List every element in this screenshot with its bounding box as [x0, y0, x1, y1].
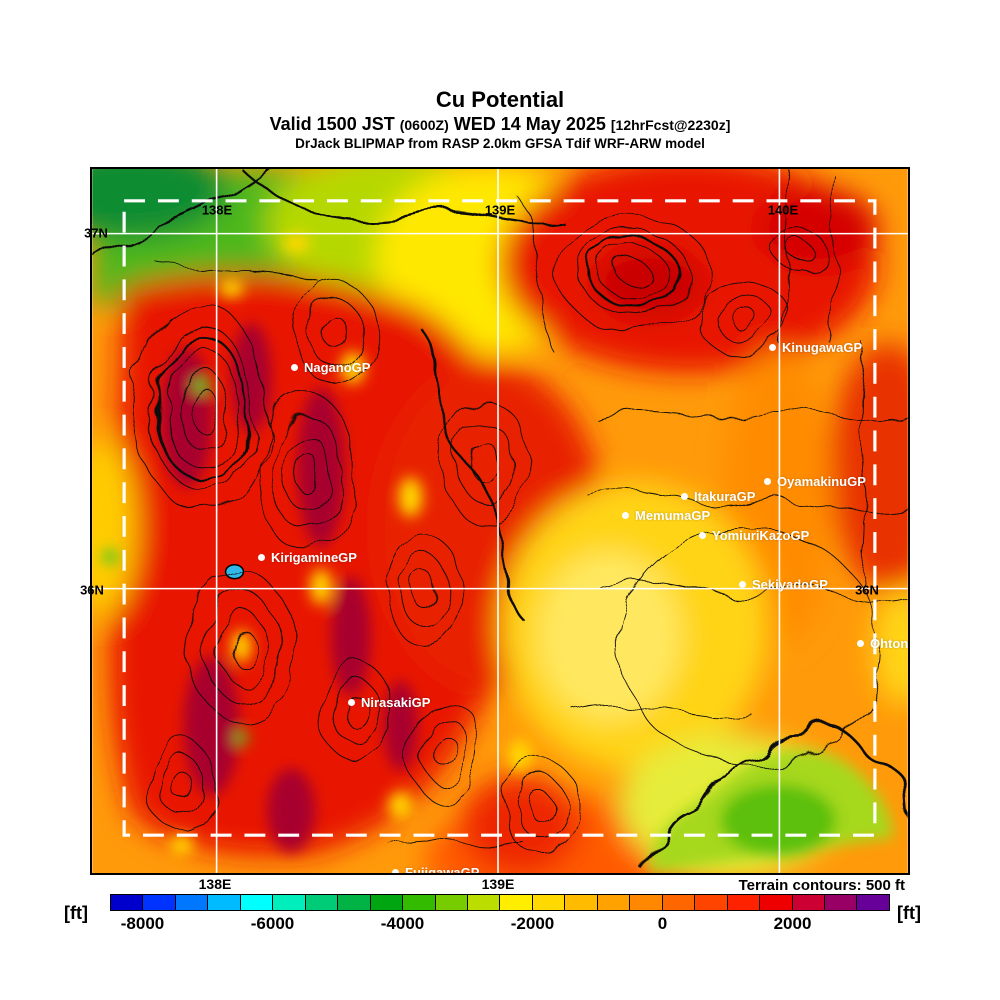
colorbar-unit-left: [ft] [64, 903, 88, 923]
site-label-yomiurikazogp: YomiuriKazoGP [699, 527, 810, 543]
site-marker-dot [769, 343, 776, 351]
lat-label-0-37n: 37N [84, 225, 108, 241]
coastline [643, 724, 908, 873]
site-marker-dot [857, 639, 864, 647]
site-marker-dot [681, 492, 688, 500]
lon-label-bottom-138e: 138E [198, 876, 232, 892]
site-marker-dot [699, 531, 706, 539]
site-marker-dot [258, 553, 265, 561]
lat-label-2-36n: 36N [855, 582, 879, 598]
colorbar-ticks: -8000 -6000 -4000 -2000 0 2000 [110, 914, 890, 936]
site-label-oyamakinugp: OyamakinuGP [764, 473, 866, 489]
colorbar-segment [466, 895, 500, 910]
colorbar-segment [661, 895, 695, 910]
site-name: OyamakinuGP [777, 473, 866, 489]
forecast-map: NaganoGP KinugawaGP OyamakinuGP ItakuraGP Me… [90, 167, 910, 875]
title-block: Cu Potential Valid 1500 JST (0600Z) WED … [0, 87, 1000, 151]
site-marker-dot [622, 511, 629, 519]
colorbar-segment [694, 895, 727, 910]
grid-lines [92, 169, 908, 873]
site-label-fujigawagp: FujigawaGP [392, 864, 480, 875]
site-label-sekiyadogp: SekiyadoGP [739, 576, 828, 592]
site-name: Ohtone [870, 635, 909, 651]
lat-label-1-36n: 36N [80, 582, 104, 598]
colorbar-segment [111, 895, 143, 910]
site-name: NirasakiGP [361, 694, 431, 710]
lon-label-bottom-139e: 139E [481, 876, 515, 892]
site-marker-dot [392, 868, 399, 873]
site-name: FujigawaGP [405, 864, 480, 875]
terrain-contours [92, 169, 908, 873]
colorbar-segment [369, 895, 403, 910]
colorbar-segment [499, 895, 532, 910]
site-label-kirigaminegp: KirigamineGP [258, 549, 357, 565]
site-label-naganogp: NaganoGP [291, 359, 371, 375]
site-marker-dot [764, 477, 771, 485]
site-label-itakuragp: ItakuraGP [681, 488, 756, 504]
colorbar-segment [823, 895, 857, 910]
colorbar-segment [791, 895, 824, 910]
lon-label-top-140e: 140E [767, 202, 799, 218]
site-marker-dot [291, 363, 298, 371]
site-name: SekiyadoGP [752, 576, 828, 592]
colorbar-tick-2000: 2000 [773, 914, 812, 933]
site-name: KinugawaGP [782, 339, 863, 355]
site-marker-dot [348, 698, 355, 706]
terrain-note: Terrain contours: 500 ft [738, 877, 905, 894]
colorbar-tick-0: 0 [657, 914, 668, 933]
valid-prefix: Valid 1500 JST [269, 113, 395, 134]
colorbar-segment [402, 895, 435, 910]
colorbar-tick--4000: -4000 [380, 914, 425, 933]
site-label-ohtone: Ohtone [857, 635, 909, 651]
site-label-kinugawagp: KinugawaGP [769, 339, 863, 355]
forecast-ref: [12hrFcst@2230z] [610, 116, 731, 133]
colorbar-segment [207, 895, 240, 910]
colorbar-segment [239, 895, 273, 910]
colorbar-segment [142, 895, 175, 910]
colorbar-unit-right: [ft] [897, 903, 921, 923]
chart-title: Cu Potential [435, 87, 565, 112]
colorbar-segment [726, 895, 760, 910]
colorbar-segment [174, 895, 208, 910]
map-render [92, 169, 908, 873]
valid-line: Valid 1500 JST (0600Z) WED 14 May 2025 [… [0, 114, 1000, 134]
site-label-nirasakigp: NirasakiGP [348, 694, 431, 710]
model-line: DrJack BLIPMAP from RASP 2.0km GFSA Tdif… [295, 135, 705, 151]
site-name: YomiuriKazoGP [712, 527, 810, 543]
colorbar-segment [856, 895, 889, 910]
site-name: NaganoGP [304, 359, 371, 375]
site-label-memumagp: MemumaGP [622, 507, 711, 523]
lon-label-top-139e: 139E [484, 202, 516, 218]
domain-boundary [122, 199, 877, 837]
site-name: KirigamineGP [271, 549, 357, 565]
site-name: MemumaGP [635, 507, 711, 523]
colorbar-segment [272, 895, 305, 910]
colorbar-segment [434, 895, 467, 910]
colorbar-segment [759, 895, 792, 910]
site-marker-dot [739, 580, 746, 588]
colorbar-tick--2000: -2000 [510, 914, 555, 933]
colorbar-segment [629, 895, 662, 910]
lon-label-top-138e: 138E [201, 202, 233, 218]
colorbar-segment [531, 895, 565, 910]
colorbar-segment [304, 895, 338, 910]
valid-zulu: (0600Z) [399, 116, 449, 133]
terrain-detail [102, 233, 894, 873]
colorbar-segments [110, 894, 890, 911]
colorbar-segment [596, 895, 630, 910]
valid-date: WED 14 May 2025 [453, 113, 606, 134]
colorbar-tick--8000: -8000 [120, 914, 165, 933]
colorbar-tick--6000: -6000 [250, 914, 295, 933]
site-name: ItakuraGP [694, 488, 756, 504]
colorbar-segment [564, 895, 597, 910]
colorbar-segment [337, 895, 370, 910]
